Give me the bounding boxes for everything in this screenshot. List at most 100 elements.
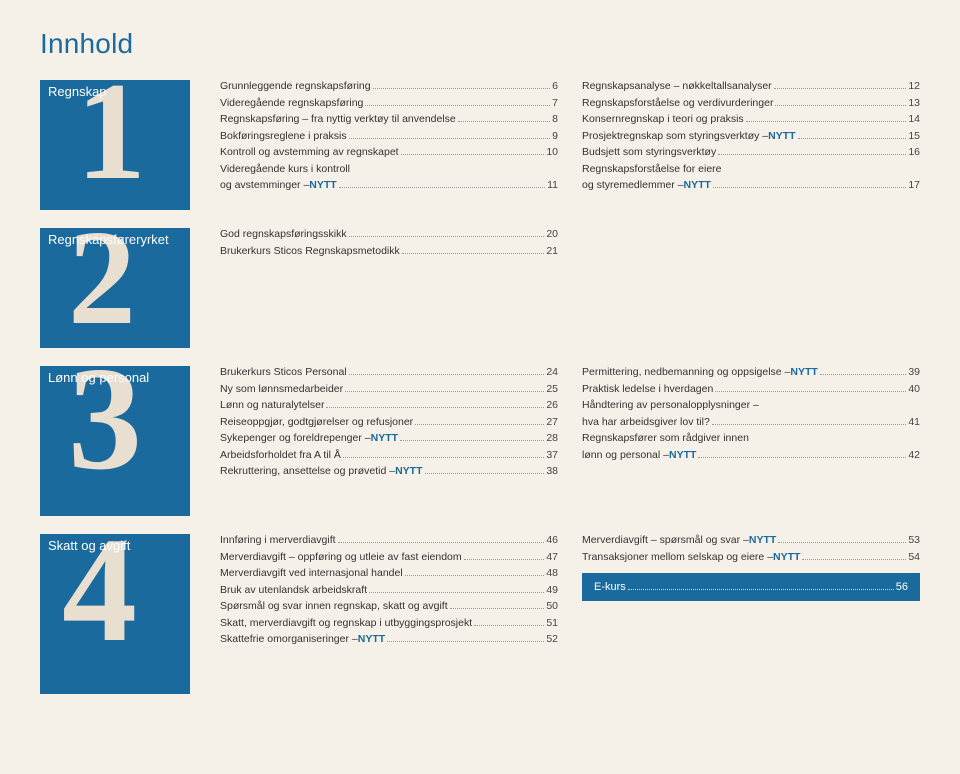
toc-line[interactable]: Videregående regnskapsføring7	[220, 97, 558, 109]
page-number: 6	[552, 80, 558, 92]
page-number: 38	[546, 465, 558, 477]
toc-line[interactable]: Regnskapsfører som rådgiver innen	[582, 432, 920, 444]
nytt-tag: NYTT	[309, 179, 336, 191]
toc-label: Sykepenger og foreldrepenger –	[220, 432, 371, 444]
chapter-title: Lønn og personal	[48, 370, 149, 385]
toc-line[interactable]: og styremedlemmer – NYTT17	[582, 179, 920, 191]
toc-line[interactable]: Arbeidsforholdet fra A til Å37	[220, 449, 558, 461]
toc-column-right: Merverdiavgift – spørsmål og svar – NYTT…	[582, 534, 920, 650]
page-number: 25	[546, 383, 558, 395]
toc-line[interactable]: Merverdiavgift – spørsmål og svar – NYTT…	[582, 534, 920, 546]
section: 33Lønn og personal Brukerkurs Sticos Pers…	[40, 366, 920, 516]
leader-dots	[349, 236, 545, 237]
toc-line[interactable]: Lønn og naturalytelser26	[220, 399, 558, 411]
page-number: 49	[546, 584, 558, 596]
page-number: 15	[908, 130, 920, 142]
toc-line[interactable]: Grunnleggende regnskapsføring6	[220, 80, 558, 92]
toc-line[interactable]: Merverdiavgift ved internasjonal handel4…	[220, 567, 558, 579]
page-number: 16	[908, 146, 920, 158]
toc-line[interactable]: Skattefrie omorganiseringer – NYTT52	[220, 633, 558, 645]
page-number: 12	[908, 80, 920, 92]
page-number: 46	[546, 534, 558, 546]
toc-columns: God regnskapsføringsskikk20 Brukerkurs St…	[190, 228, 920, 261]
toc-line[interactable]: Sykepenger og foreldrepenger – NYTT28	[220, 432, 558, 444]
toc-line[interactable]: Reiseoppgjør, godtgjørelser og refusjone…	[220, 416, 558, 428]
leader-dots	[713, 187, 906, 188]
toc-line[interactable]: Håndtering av personalopplysninger –	[582, 399, 920, 411]
chapter-block: 44Skatt og avgift	[40, 534, 190, 694]
ekurs-label: E-kurs	[594, 581, 626, 593]
leader-dots	[450, 608, 545, 609]
toc-line[interactable]: hva har arbeidsgiver lov til?41	[582, 416, 920, 428]
toc-line[interactable]: Brukerkurs Sticos Regnskapsmetodikk 21	[220, 245, 558, 257]
toc-line[interactable]: Bruk av utenlandsk arbeidskraft49	[220, 584, 558, 596]
toc-line[interactable]: Skatt, merverdiavgift og regnskap i utby…	[220, 617, 558, 629]
page-number: 42	[908, 449, 920, 461]
toc-line[interactable]: Brukerkurs Sticos Personal24	[220, 366, 558, 378]
toc-column-left: Grunnleggende regnskapsføring6 Videregåen…	[220, 80, 558, 196]
ekurs-line: E-kurs56	[594, 581, 908, 593]
toc-label: Budsjett som styringsverktøy	[582, 146, 716, 158]
leader-dots	[802, 559, 906, 560]
page-number: 52	[546, 633, 558, 645]
leader-dots	[775, 105, 906, 106]
leader-dots	[343, 457, 544, 458]
page-number: 11	[547, 179, 558, 191]
leader-dots	[425, 473, 545, 474]
toc-label: Praktisk ledelse i hverdagen	[582, 383, 713, 395]
toc-line[interactable]: Regnskapsanalyse – nøkkeltallsanalyser12	[582, 80, 920, 92]
toc-line[interactable]: Merverdiavgift – oppføring og utleie av …	[220, 551, 558, 563]
toc-line[interactable]: Permittering, nedbemanning og oppsigelse…	[582, 366, 920, 378]
toc-label: Merverdiavgift – spørsmål og svar –	[582, 534, 749, 546]
toc-label: Merverdiavgift – oppføring og utleie av …	[220, 551, 462, 563]
toc-line[interactable]: Regnskapsføring – fra nyttig verktøy til…	[220, 113, 558, 125]
chapter-block: 22Regnskapsføreryrket	[40, 228, 190, 348]
ekurs-box[interactable]: E-kurs56	[582, 573, 920, 601]
toc-line[interactable]: Ny som lønnsmedarbeider25	[220, 383, 558, 395]
toc-line[interactable]: Rekruttering, ansettelse og prøvetid – N…	[220, 465, 558, 477]
leader-dots	[698, 457, 906, 458]
toc-line[interactable]: Kontroll og avstemming av regnskapet10	[220, 146, 558, 158]
leader-dots	[365, 105, 550, 106]
leader-dots	[345, 391, 544, 392]
toc-label: Merverdiavgift ved internasjonal handel	[220, 567, 403, 579]
toc-line[interactable]: Konsernregnskap i teori og praksis14	[582, 113, 920, 125]
leader-dots	[339, 187, 545, 188]
page-number: 28	[546, 432, 558, 444]
toc-label: Spørsmål og svar innen regnskap, skatt o…	[220, 600, 448, 612]
toc-line[interactable]: Praktisk ledelse i hverdagen40	[582, 383, 920, 395]
toc-label: hva har arbeidsgiver lov til?	[582, 416, 710, 428]
toc-line[interactable]: Innføring i merverdiavgift46	[220, 534, 558, 546]
toc-line[interactable]: Videregående kurs i kontroll	[220, 163, 558, 175]
chapter-block: 33Lønn og personal	[40, 366, 190, 516]
toc-line[interactable]: Regnskapsforståelse og verdivurderinger1…	[582, 97, 920, 109]
toc-column-left: Innføring i merverdiavgift46 Merverdiavgi…	[220, 534, 558, 650]
toc-column-right	[582, 228, 920, 261]
nytt-tag: NYTT	[669, 449, 696, 461]
toc-label: Brukerkurs Sticos Regnskapsmetodikk	[220, 245, 400, 257]
toc-line[interactable]: God regnskapsføringsskikk20	[220, 228, 558, 240]
toc-line[interactable]: Budsjett som styringsverktøy 16	[582, 146, 920, 158]
page-number: 21	[546, 245, 558, 257]
page-number: 54	[908, 551, 920, 563]
toc-line[interactable]: Bokføringsreglene i praksis9	[220, 130, 558, 142]
toc-label: lønn og personal –	[582, 449, 669, 461]
leader-dots	[401, 154, 545, 155]
page-number: 14	[908, 113, 920, 125]
toc-line[interactable]: lønn og personal – NYTT 42	[582, 449, 920, 461]
section: 44Skatt og avgift Innføring i merverdiavg…	[40, 534, 920, 694]
toc-label: Kontroll og avstemming av regnskapet	[220, 146, 399, 158]
toc-label: Bokføringsreglene i praksis	[220, 130, 347, 142]
toc-label: Reiseoppgjør, godtgjørelser og refusjone…	[220, 416, 413, 428]
toc-line[interactable]: og avstemminger – NYTT11	[220, 179, 558, 191]
section: 22RegnskapsføreryrketGod regnskapsføring…	[40, 228, 920, 348]
leader-dots	[400, 440, 544, 441]
toc-line[interactable]: Spørsmål og svar innen regnskap, skatt o…	[220, 600, 558, 612]
toc-line[interactable]: Prosjektregnskap som styringsverktøy – N…	[582, 130, 920, 142]
toc-line[interactable]: Regnskapsforståelse for eiere	[582, 163, 920, 175]
toc-label: Regnskapsfører som rådgiver innen	[582, 432, 749, 444]
toc-label: Arbeidsforholdet fra A til Å	[220, 449, 341, 461]
toc-line[interactable]: Transaksjoner mellom selskap og eiere – …	[582, 551, 920, 563]
toc-label: Håndtering av personalopplysninger –	[582, 399, 759, 411]
toc-column-left: Brukerkurs Sticos Personal24 Ny som lønns…	[220, 366, 558, 482]
